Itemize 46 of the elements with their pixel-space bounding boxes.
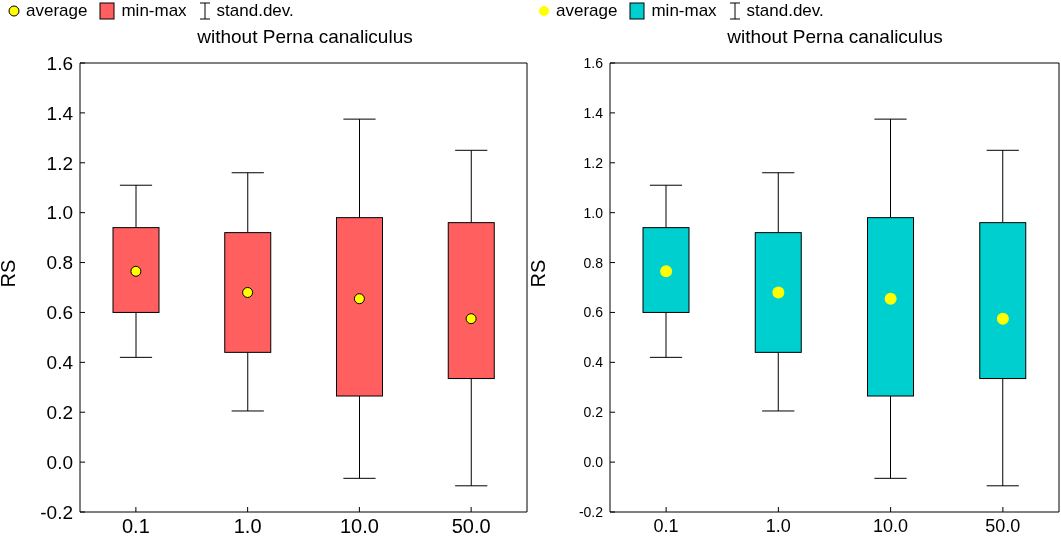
x-tick-label: 10.0: [873, 515, 909, 536]
y-tick-label: 1.6: [583, 54, 604, 71]
y-tick-label: 1.2: [46, 152, 73, 174]
y-axis-title: RS: [527, 259, 550, 288]
y-tick-label: 1.6: [46, 52, 73, 74]
y-tick-label: 0.6: [46, 302, 73, 324]
x-tick-label: 1.0: [765, 515, 791, 536]
y-tick-label: -0.2: [578, 503, 604, 520]
point: [130, 265, 142, 277]
legend-label: min-max: [121, 1, 187, 21]
y-tick-label: 1.4: [583, 104, 604, 121]
y-tick-label: 0.2: [583, 404, 604, 421]
point: [465, 313, 477, 325]
point: [242, 286, 254, 298]
y-tick-label: 0.0: [46, 451, 73, 473]
legend-label: average: [556, 1, 618, 21]
x-tick-label: 0.1: [653, 515, 679, 536]
y-tick-label: 1.0: [46, 202, 73, 224]
y-tick-label: 0.6: [583, 304, 604, 321]
point: [353, 293, 365, 305]
y-tick-label: 0.2: [46, 401, 73, 423]
y-tick-label: 0.4: [583, 354, 604, 371]
y-tick-label: -0.2: [40, 501, 73, 523]
text: stand.dev.: [746, 1, 824, 21]
legend-label: min-max: [651, 1, 717, 21]
y-tick-label: 0.4: [46, 352, 74, 374]
x-tick-label: 10.0: [339, 515, 379, 538]
chart-title: without Perna canaliculus: [726, 25, 944, 49]
y-tick-label: 1.4: [46, 102, 74, 124]
x-tick-label: 0.1: [121, 515, 150, 538]
y-axis-title: RS: [0, 259, 20, 288]
chart-title: without Perna canaliculus: [196, 25, 414, 49]
x-tick-label: 50.0: [985, 515, 1021, 536]
point: [884, 292, 897, 305]
legend-label: average: [26, 1, 88, 21]
y-tick-label: 0.8: [583, 254, 604, 271]
y-tick-label: 1.0: [583, 204, 604, 221]
text: stand.dev.: [216, 1, 294, 21]
x-tick-label: 50.0: [451, 515, 491, 538]
x-tick-label: 1.0: [233, 515, 262, 538]
y-tick-label: 0.8: [46, 252, 73, 274]
point: [996, 312, 1009, 325]
point: [772, 286, 785, 299]
point: [660, 265, 673, 278]
y-tick-label: 1.2: [583, 154, 604, 171]
y-tick-label: 0.0: [583, 454, 604, 471]
